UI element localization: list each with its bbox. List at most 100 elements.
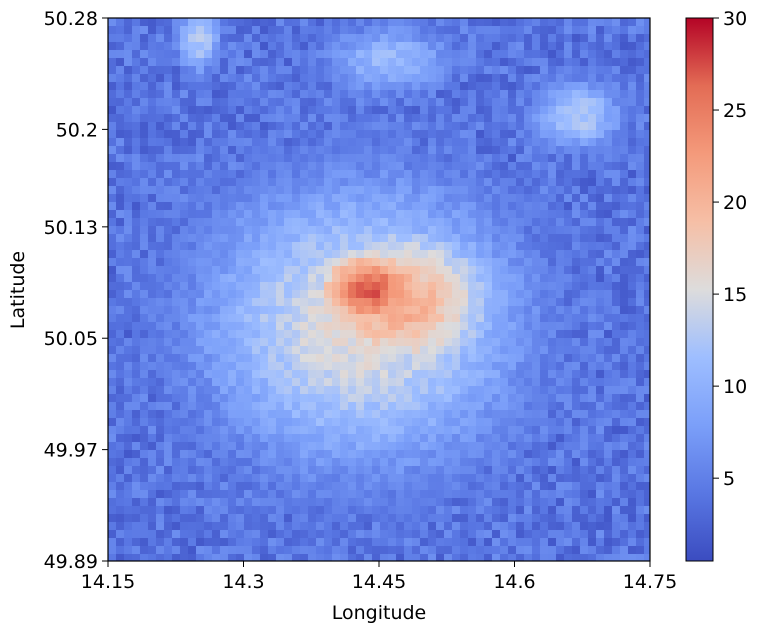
heatmap-cell (292, 282, 301, 291)
heatmap-cell (180, 434, 189, 443)
heatmap-cell (460, 82, 469, 91)
heatmap-cell (452, 42, 461, 51)
heatmap-cell (412, 218, 421, 227)
heatmap-cell (452, 210, 461, 219)
heatmap-cell (244, 474, 253, 483)
heatmap-cell (324, 274, 333, 283)
heatmap-cell (612, 506, 621, 515)
heatmap-cell (292, 370, 301, 379)
heatmap-cell (540, 282, 549, 291)
heatmap-cell (276, 50, 285, 59)
heatmap-cell (612, 82, 621, 91)
heatmap-cell (236, 138, 245, 147)
heatmap-cell (444, 306, 453, 315)
heatmap-cell (612, 378, 621, 387)
heatmap-cell (148, 242, 157, 251)
heatmap-cell (108, 314, 117, 323)
heatmap-cell (228, 362, 237, 371)
heatmap-cell (220, 290, 229, 299)
heatmap-cell (348, 522, 357, 531)
heatmap-cell (324, 178, 333, 187)
heatmap-cell (196, 122, 205, 131)
heatmap-cell (612, 338, 621, 347)
heatmap-cell (620, 18, 629, 27)
colorbar-tick-label: 10 (723, 376, 747, 398)
heatmap-cell (388, 226, 397, 235)
heatmap-cell (596, 194, 605, 203)
heatmap-cell (628, 274, 637, 283)
heatmap-cell (460, 266, 469, 275)
heatmap-cell (580, 434, 589, 443)
heatmap-cell (252, 306, 261, 315)
heatmap-cell (188, 66, 197, 75)
heatmap-cell (332, 362, 341, 371)
heatmap-cell (636, 402, 645, 411)
heatmap-cell (372, 474, 381, 483)
heatmap-cell (124, 362, 133, 371)
heatmap-cell (588, 170, 597, 179)
heatmap-cell (132, 506, 141, 515)
heatmap-cell (268, 154, 277, 163)
heatmap-cell (212, 418, 221, 427)
heatmap-cell (196, 298, 205, 307)
heatmap-cell (292, 114, 301, 123)
heatmap-cell (580, 114, 589, 123)
heatmap-cell (532, 82, 541, 91)
heatmap-cell (172, 154, 181, 163)
heatmap-cell (292, 130, 301, 139)
heatmap-cell (548, 242, 557, 251)
heatmap-cell (588, 266, 597, 275)
heatmap-cell (116, 226, 125, 235)
heatmap-cell (620, 26, 629, 35)
heatmap-cell (356, 194, 365, 203)
heatmap-cell (588, 362, 597, 371)
heatmap-cell (156, 338, 165, 347)
heatmap-cell (644, 330, 651, 339)
heatmap-cell (228, 170, 237, 179)
heatmap-cell (300, 234, 309, 243)
heatmap-cell (444, 458, 453, 467)
heatmap-cell (196, 170, 205, 179)
heatmap-cell (516, 274, 525, 283)
heatmap-cell (292, 202, 301, 211)
heatmap-cell (340, 18, 349, 27)
heatmap-cell (164, 178, 173, 187)
heatmap-cell (164, 274, 173, 283)
heatmap-cell (572, 178, 581, 187)
heatmap-cell (180, 522, 189, 531)
heatmap-cell (220, 42, 229, 51)
heatmap-cell (596, 442, 605, 451)
heatmap-cell (636, 82, 645, 91)
heatmap-cell (420, 386, 429, 395)
heatmap-cell (444, 50, 453, 59)
heatmap-cell (364, 202, 373, 211)
heatmap-cell (180, 458, 189, 467)
heatmap-cell (220, 466, 229, 475)
heatmap-cell (612, 346, 621, 355)
heatmap-cell (372, 442, 381, 451)
heatmap-cell (252, 186, 261, 195)
heatmap-cell (628, 138, 637, 147)
heatmap-cell (412, 194, 421, 203)
heatmap-cell (372, 458, 381, 467)
heatmap-cell (556, 234, 565, 243)
heatmap-cell (588, 482, 597, 491)
heatmap-cell (604, 186, 613, 195)
heatmap-cell (636, 466, 645, 475)
heatmap-cell (212, 18, 221, 27)
heatmap-cell (548, 34, 557, 43)
heatmap-cell (188, 146, 197, 155)
heatmap-cell (452, 450, 461, 459)
heatmap-cell (492, 218, 501, 227)
heatmap-cell (228, 26, 237, 35)
heatmap-cell (548, 490, 557, 499)
heatmap-cell (420, 202, 429, 211)
heatmap-cell (412, 314, 421, 323)
heatmap-cell (604, 162, 613, 171)
heatmap-cell (356, 386, 365, 395)
heatmap-cell (124, 466, 133, 475)
heatmap-cell (564, 266, 573, 275)
heatmap-cell (284, 258, 293, 267)
heatmap-cell (420, 274, 429, 283)
heatmap-cell (196, 34, 205, 43)
